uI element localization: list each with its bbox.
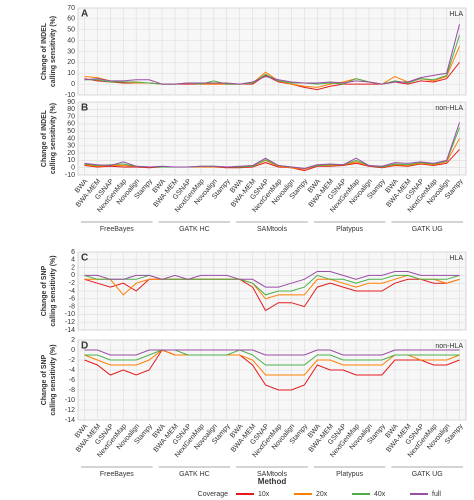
y-tick-label: 30	[67, 48, 75, 55]
y-tick-label: 20	[67, 150, 75, 157]
y-tick-label: -14	[65, 327, 75, 334]
y-tick-label: -8	[69, 387, 75, 394]
y-tick-label: -8	[69, 303, 75, 310]
group-label: FreeBayes	[100, 471, 134, 478]
y-tick-label: -2	[69, 280, 75, 287]
group-label: SAMtools	[257, 471, 287, 478]
y-tick-label: 50	[67, 128, 75, 135]
panel-corner-label: HLA	[449, 11, 463, 18]
y-axis-title: calling sensitivity (%)	[50, 103, 57, 174]
y-tick-label: 10	[67, 157, 75, 164]
panel-corner-label: non-HLA	[435, 105, 463, 112]
y-tick-label: 70	[67, 113, 75, 120]
y-axis-title: calling sensitivity (%)	[50, 344, 57, 415]
y-tick-label: -10	[65, 92, 75, 99]
y-tick-label: -12	[65, 407, 75, 414]
series-line	[84, 349, 460, 366]
y-tick-label: -6	[69, 296, 75, 303]
y-tick-label: 60	[67, 16, 75, 23]
y-tick-label: 20	[67, 59, 75, 66]
legend-label: 10x	[258, 491, 270, 498]
y-tick-label: 0	[71, 165, 75, 172]
y-tick-label: 60	[67, 121, 75, 128]
legend-title: Coverage	[198, 491, 228, 498]
y-tick-label: 80	[67, 106, 75, 113]
y-tick-label: -2	[69, 357, 75, 364]
y-axis-title: calling sensitivity (%)	[50, 255, 57, 326]
y-tick-label: -12	[65, 319, 75, 326]
series-line	[84, 274, 460, 296]
group-label: Platypus	[336, 471, 363, 478]
panel-label: C	[81, 253, 88, 264]
y-tick-label: 6	[71, 249, 75, 256]
group-label: GATK UG	[412, 226, 443, 233]
panel-label: A	[81, 9, 88, 20]
x-axis-title: Method	[258, 477, 287, 486]
y-tick-label: -10	[65, 172, 75, 179]
panel-label: D	[81, 341, 88, 352]
y-tick-label: -10	[65, 311, 75, 318]
series-line	[84, 24, 461, 85]
panel-corner-label: HLA	[449, 255, 463, 262]
y-tick-label: -14	[65, 417, 75, 424]
y-axis-title: Change of INDEL	[41, 109, 48, 167]
y-tick-label: 50	[67, 27, 75, 34]
y-tick-label: 2	[71, 337, 75, 344]
y-tick-label: -10	[65, 397, 75, 404]
y-tick-label: 0	[71, 347, 75, 354]
y-tick-label: -4	[69, 367, 75, 374]
y-tick-label: 4	[71, 257, 75, 264]
series-line	[84, 274, 460, 300]
panel-corner-label: non-HLA	[435, 343, 463, 350]
series-line	[84, 122, 461, 169]
y-tick-label: 30	[67, 143, 75, 150]
y-tick-label: 90	[67, 99, 75, 106]
series-line	[84, 349, 460, 391]
y-tick-label: -4	[69, 288, 75, 295]
y-tick-label: 70	[67, 5, 75, 12]
panel-label: B	[81, 103, 88, 114]
series-line	[84, 278, 460, 312]
series-line	[84, 149, 460, 172]
y-tick-label: 0	[71, 81, 75, 88]
y-tick-label: 10	[67, 70, 75, 77]
group-label: GATK HC	[179, 471, 210, 478]
y-tick-label: 40	[67, 37, 75, 44]
y-tick-label: -6	[69, 377, 75, 384]
group-label: GATK UG	[412, 471, 443, 478]
legend-label: full	[432, 491, 441, 498]
group-label: Platypus	[336, 226, 363, 233]
group-label: FreeBayes	[100, 226, 134, 233]
group-label: SAMtools	[257, 226, 287, 233]
legend-label: 20x	[316, 491, 328, 498]
y-tick-label: 0	[71, 272, 75, 279]
series-line	[84, 35, 461, 85]
y-axis-title: Change of INDEL	[41, 22, 48, 80]
series-line	[84, 271, 460, 288]
legend-label: 40x	[374, 491, 386, 498]
y-axis-title: calling sensitivity (%)	[50, 16, 57, 87]
y-tick-label: 40	[67, 135, 75, 142]
series-line	[84, 349, 460, 356]
group-label: GATK HC	[179, 226, 210, 233]
y-tick-label: 2	[71, 264, 75, 271]
y-axis-title: Change of SNP	[41, 265, 48, 316]
y-axis-title: Change of SNP	[41, 354, 48, 405]
